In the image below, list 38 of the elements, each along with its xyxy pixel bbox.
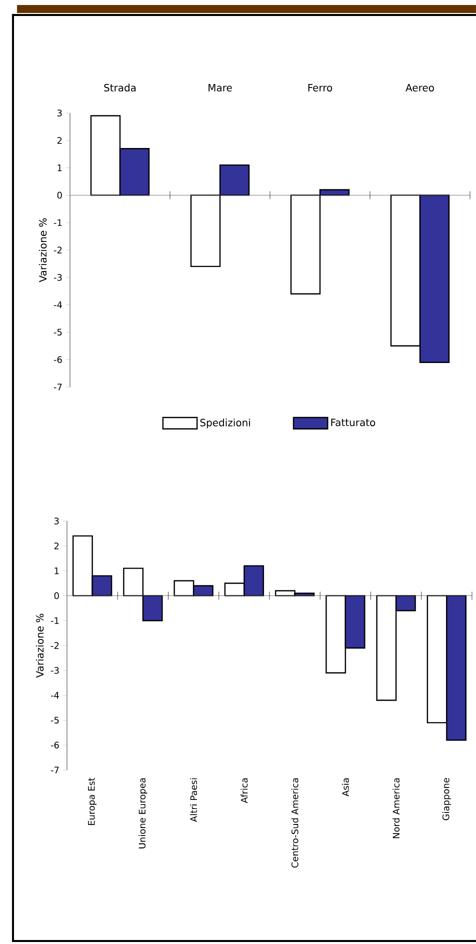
y-tick-label: -5: [50, 716, 59, 724]
y-tick-label: -4: [50, 692, 59, 699]
legend-label: Fatturato: [331, 418, 376, 426]
x-tick-label: Aereo: [406, 84, 434, 92]
y-tick-label: 0: [54, 592, 59, 600]
y-axis-title: Variazione %: [38, 218, 47, 282]
y-tick-label: 1: [58, 164, 62, 172]
y-tick-label: -6: [54, 356, 62, 364]
y-tick-label: -1: [54, 219, 62, 226]
x-tick-label: Nord America: [392, 778, 400, 838]
x-tick-label: Strada: [104, 84, 136, 92]
y-tick-label: 3: [57, 110, 62, 116]
y-tick-label: 3: [54, 518, 59, 524]
legend-label: Spedizioni: [200, 418, 250, 428]
x-tick-label: Centro-Sud America: [291, 778, 298, 868]
y-tick-label: 2: [57, 137, 62, 144]
x-tick-label: Europa Est: [88, 778, 97, 826]
y-tick-label: -3: [54, 274, 62, 281]
x-tick-label: Mare: [208, 84, 232, 92]
y-tick-label: 1: [54, 568, 59, 574]
y-tick-label: -3: [50, 667, 59, 674]
y-tick-label: -2: [54, 246, 62, 254]
x-tick-label: Altri Paesi: [190, 778, 198, 822]
y-tick-label: -1: [50, 617, 59, 624]
y-tick-label: -6: [50, 742, 59, 749]
y-tick-label: -2: [50, 642, 59, 649]
y-tick-label: -5: [54, 328, 62, 336]
y-tick-label: -7: [50, 766, 59, 774]
x-tick-label: Ferro: [308, 84, 332, 92]
x-tick-label: Unione Europea: [138, 778, 148, 848]
y-tick-label: -7: [54, 384, 62, 390]
y-tick-label: -4: [54, 302, 62, 308]
x-tick-label: Giappone: [442, 778, 452, 820]
x-tick-label: Asia: [342, 778, 349, 796]
y-tick-label: 2: [54, 542, 59, 550]
x-tick-label: Africa: [240, 778, 248, 804]
y-axis-title: Variazione %: [36, 614, 44, 678]
y-tick-label: 0: [57, 192, 62, 199]
